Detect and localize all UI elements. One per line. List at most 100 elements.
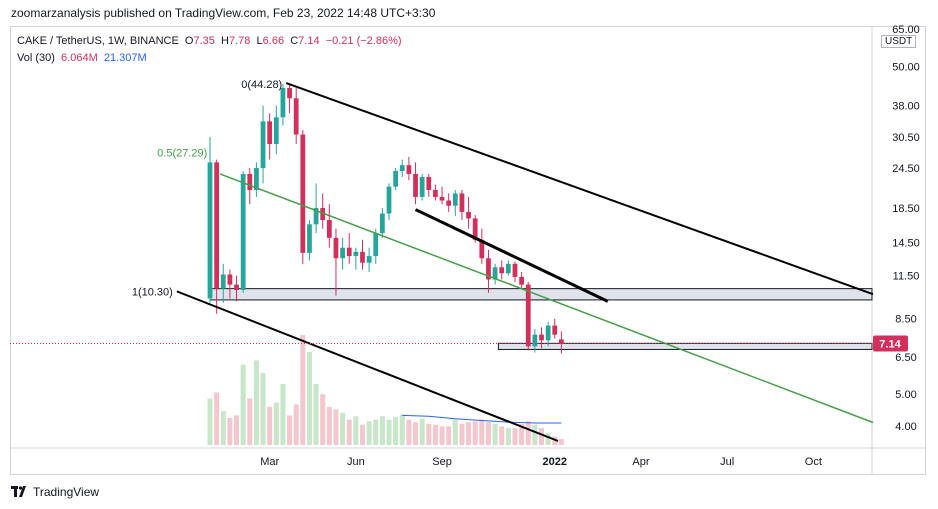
candle-body[interactable]	[300, 134, 306, 253]
legend-open: 7.35	[193, 35, 215, 47]
volume-bar	[359, 424, 366, 445]
y-tick-label: 38.00	[892, 101, 920, 113]
volume-bar	[273, 402, 279, 445]
candle-body[interactable]	[559, 339, 564, 344]
trendline-channel-bottom[interactable]	[176, 290, 559, 442]
candle-body[interactable]	[426, 177, 432, 190]
candle-body[interactable]	[386, 186, 392, 214]
volume-bar	[472, 421, 478, 445]
candle-body[interactable]	[466, 211, 471, 219]
candle-body[interactable]	[545, 325, 551, 341]
candle-body[interactable]	[486, 258, 491, 280]
volume-bar	[432, 424, 438, 445]
candle-body[interactable]	[399, 165, 405, 171]
volume-bar	[446, 426, 452, 445]
candle-body[interactable]	[234, 284, 239, 291]
volume-bar	[439, 426, 445, 445]
legend-open-label: O	[184, 35, 194, 47]
candle-body[interactable]	[393, 170, 399, 187]
x-tick-label: Mar	[260, 456, 279, 468]
x-tick-label: Oct	[805, 456, 822, 468]
candle-body[interactable]	[519, 276, 524, 285]
candle-body[interactable]	[446, 200, 452, 206]
candle-body[interactable]	[240, 173, 246, 291]
candle-body[interactable]	[413, 173, 418, 197]
candle-body[interactable]	[214, 162, 220, 289]
fib-label: 0(44.28)	[241, 79, 282, 91]
candle-body[interactable]	[360, 251, 365, 263]
volume-bar	[214, 392, 220, 445]
candle-body[interactable]	[220, 274, 226, 289]
volume-bar	[340, 412, 346, 445]
candle-body[interactable]	[313, 208, 319, 225]
x-tick-label: Sep	[432, 456, 452, 468]
volume-bar	[267, 406, 273, 445]
candle-body[interactable]	[247, 173, 253, 190]
candle-body[interactable]	[366, 256, 372, 263]
volume-bar	[353, 416, 359, 445]
candle-body[interactable]	[373, 233, 379, 257]
candle-body[interactable]	[280, 87, 286, 118]
candle-body[interactable]	[525, 284, 531, 347]
candle-body[interactable]	[479, 239, 485, 259]
trendline-channel-top[interactable]	[285, 82, 874, 296]
candle-body[interactable]	[459, 193, 465, 212]
candle-body[interactable]	[307, 224, 312, 253]
candle-body[interactable]	[499, 267, 505, 274]
candle-body[interactable]	[433, 189, 438, 197]
candle-body[interactable]	[492, 267, 498, 280]
volume-bar	[293, 404, 299, 445]
candle-body[interactable]	[273, 117, 279, 145]
tradingview-brand: TradingView	[33, 485, 100, 499]
tradingview-logo-icon	[11, 486, 26, 497]
candle-body[interactable]	[552, 325, 558, 335]
candle-body[interactable]	[439, 196, 445, 201]
candle-body[interactable]	[379, 213, 385, 234]
candle-body[interactable]	[207, 162, 213, 299]
candle-body[interactable]	[227, 274, 233, 285]
candle-body[interactable]	[406, 165, 412, 174]
candle-body[interactable]	[254, 168, 259, 190]
candle-body[interactable]	[452, 193, 458, 206]
candle-body[interactable]	[260, 121, 266, 169]
candle-body[interactable]	[326, 220, 332, 238]
legend-high-label: H	[221, 35, 229, 47]
candle-body[interactable]	[505, 263, 511, 274]
volume-bar	[234, 415, 240, 445]
candle-body[interactable]	[353, 251, 359, 257]
candle-body[interactable]	[539, 334, 544, 341]
trendline-short-resistance[interactable]	[414, 208, 609, 303]
candle-body[interactable]	[293, 98, 299, 135]
volume-bar	[240, 364, 246, 445]
y-tick-label: 4.00	[895, 421, 916, 433]
volume-bar	[326, 406, 332, 445]
volume-bar	[505, 428, 511, 445]
candle-body[interactable]	[346, 247, 352, 257]
tradingview-footer[interactable]: TradingView	[11, 485, 99, 499]
y-tick-label: 65.00	[892, 24, 920, 36]
candle-body[interactable]	[320, 208, 326, 221]
candle-body[interactable]	[512, 263, 518, 277]
zone-support-upper[interactable]	[209, 288, 873, 301]
fib-label: 0.5(27.29)	[157, 148, 207, 160]
current-price-badge	[873, 335, 908, 352]
candle-body[interactable]	[472, 218, 478, 240]
volume-bar	[393, 417, 399, 445]
candle-body[interactable]	[419, 177, 425, 197]
volume-bar	[538, 428, 545, 445]
volume-bar	[300, 335, 306, 445]
candle-body[interactable]	[333, 237, 339, 259]
zone-support-lower[interactable]	[497, 342, 873, 350]
candle-body[interactable]	[267, 121, 273, 145]
legend-symbol: CAKE / TetherUS, 1W, BINANCE	[17, 35, 179, 47]
candle-body[interactable]	[532, 334, 538, 347]
candle-body[interactable]	[340, 247, 345, 259]
x-tick-label: Jul	[720, 456, 734, 468]
y-tick-label: 6.50	[895, 352, 916, 364]
currency-button[interactable]: USDT	[881, 35, 917, 48]
candle-body[interactable]	[287, 87, 292, 99]
legend-volume: Vol (30) 6.064M 21.307M	[17, 52, 147, 64]
trendline-fib-mid[interactable]	[219, 173, 874, 424]
volume-bar	[320, 394, 326, 445]
